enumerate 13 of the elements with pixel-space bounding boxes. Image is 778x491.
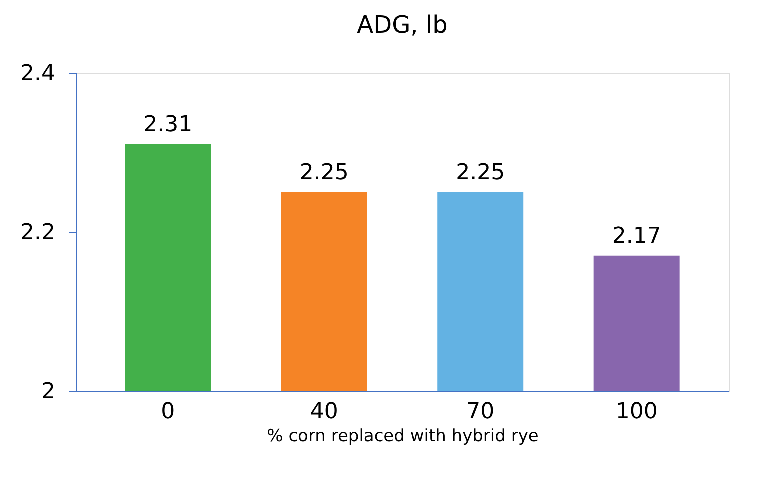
x-tick-label: 100	[616, 400, 658, 424]
data-label: 2.31	[144, 112, 193, 138]
x-tick-label: 40	[310, 400, 338, 424]
data-label: 2.17	[612, 224, 662, 249]
x-tick-label: 70	[466, 400, 495, 424]
data-label: 2.25	[300, 160, 349, 186]
data-label: 2.25	[456, 160, 506, 186]
y-tick-label: 2.4	[20, 62, 56, 86]
y-tick-label: 2	[42, 380, 56, 404]
y-tick-label: 2.2	[20, 220, 56, 246]
chart-title: ADG, lb	[357, 11, 448, 39]
x-axis-title: % corn replaced with hybrid rye	[267, 426, 539, 446]
x-tick-label: 0	[161, 400, 176, 424]
